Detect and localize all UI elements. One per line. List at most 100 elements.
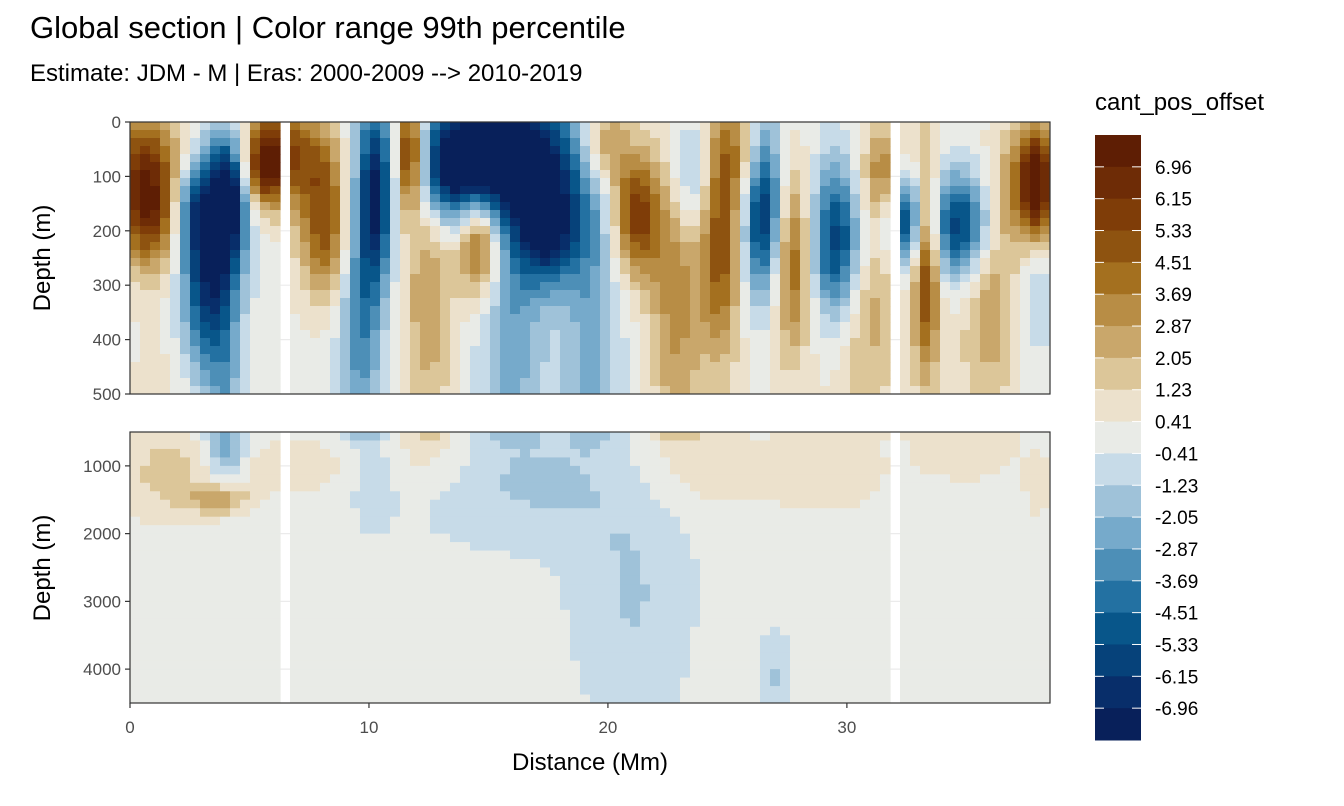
heatmap-cell xyxy=(550,635,561,645)
heatmap-cell xyxy=(480,162,491,171)
heatmap-cell xyxy=(710,575,721,586)
heatmap-cell xyxy=(140,474,151,484)
heatmap-cell xyxy=(370,226,381,235)
heatmap-cell xyxy=(640,234,651,243)
heatmap-cell xyxy=(680,669,691,679)
heatmap-cell xyxy=(880,298,891,307)
heatmap-cell xyxy=(870,170,881,179)
heatmap-cell xyxy=(680,525,691,535)
heatmap-cell xyxy=(390,306,401,315)
heatmap-cell xyxy=(860,274,871,283)
heatmap-cell xyxy=(1010,290,1021,299)
heatmap-cell xyxy=(230,218,241,227)
heatmap-cell xyxy=(830,202,841,211)
heatmap-cell xyxy=(1030,146,1041,155)
heatmap-cell xyxy=(990,218,1001,227)
heatmap-cell xyxy=(410,575,421,586)
heatmap-cell xyxy=(170,330,181,339)
heatmap-cell xyxy=(580,330,591,339)
heatmap-cell xyxy=(190,306,201,315)
heatmap-cell xyxy=(510,652,521,662)
heatmap-cell xyxy=(450,378,461,387)
heatmap-cell xyxy=(420,609,431,619)
heatmap-cell xyxy=(820,258,831,267)
heatmap-cell xyxy=(820,386,831,394)
heatmap-cell xyxy=(560,194,571,203)
heatmap-cell xyxy=(130,290,141,299)
heatmap-cell xyxy=(310,499,321,509)
heatmap-cell xyxy=(440,465,451,475)
heatmap-cell xyxy=(350,218,361,227)
heatmap-cell xyxy=(230,322,241,331)
heatmap-cell xyxy=(940,146,951,155)
heatmap-cell xyxy=(250,338,261,347)
heatmap-cell xyxy=(320,533,331,543)
heatmap-cell xyxy=(430,516,441,526)
heatmap-cell xyxy=(660,130,671,139)
heatmap-cell xyxy=(640,298,651,307)
heatmap-cell xyxy=(200,686,211,696)
heatmap-cell xyxy=(720,354,731,363)
heatmap-cell xyxy=(210,457,221,467)
heatmap-cell xyxy=(220,354,231,363)
heatmap-cell xyxy=(1010,258,1021,267)
heatmap-cell xyxy=(170,234,181,243)
heatmap-cell xyxy=(800,298,811,307)
heatmap-cell xyxy=(610,533,621,543)
heatmap-cell xyxy=(630,474,641,484)
heatmap-cell xyxy=(410,362,421,371)
heatmap-cell xyxy=(350,282,361,291)
heatmap-cell xyxy=(290,258,301,267)
heatmap-cell xyxy=(220,226,231,235)
heatmap-cell xyxy=(710,533,721,543)
heatmap-cell xyxy=(210,146,221,155)
heatmap-cell xyxy=(480,298,491,307)
heatmap-cell xyxy=(410,499,421,509)
heatmap-cell xyxy=(610,575,621,586)
heatmap-cell xyxy=(590,386,601,394)
heatmap-cell xyxy=(470,362,481,371)
heatmap-cell xyxy=(140,354,151,363)
heatmap-cell xyxy=(620,162,631,171)
heatmap-cell xyxy=(450,210,461,219)
heatmap-cell xyxy=(650,669,661,679)
heatmap-cell xyxy=(520,362,531,371)
heatmap-cell xyxy=(550,178,561,187)
heatmap-cell xyxy=(950,266,961,275)
heatmap-cell xyxy=(670,330,681,339)
heatmap-cell xyxy=(410,677,421,687)
heatmap-cell xyxy=(470,584,481,594)
heatmap-cell xyxy=(460,314,471,323)
heatmap-cell xyxy=(520,626,531,636)
heatmap-cell xyxy=(580,290,591,299)
heatmap-cell xyxy=(290,378,301,387)
heatmap-cell xyxy=(220,194,231,203)
heatmap-cell xyxy=(570,669,581,679)
heatmap-cell xyxy=(550,550,561,560)
heatmap-cell xyxy=(800,202,811,211)
heatmap-cell xyxy=(550,162,561,171)
heatmap-cell xyxy=(730,370,741,379)
heatmap-cell xyxy=(620,362,631,371)
heatmap-cell xyxy=(420,146,431,155)
heatmap-cell xyxy=(240,474,251,484)
heatmap-cell xyxy=(530,448,541,459)
heatmap-cell xyxy=(850,162,861,171)
heatmap-cell xyxy=(550,516,561,526)
heatmap-cell xyxy=(200,346,211,355)
heatmap-cell xyxy=(180,457,191,467)
heatmap-cell xyxy=(610,306,621,315)
heatmap-cell xyxy=(570,448,581,459)
heatmap-cell xyxy=(660,162,671,171)
heatmap-cell xyxy=(820,162,831,171)
heatmap-cell xyxy=(420,298,431,307)
heatmap-cell xyxy=(600,314,611,323)
heatmap-cell xyxy=(930,306,941,315)
heatmap-cell xyxy=(380,298,391,307)
heatmap-cell xyxy=(360,499,371,509)
heatmap-cell xyxy=(320,448,331,459)
heatmap-cell xyxy=(210,346,221,355)
heatmap-cell xyxy=(570,457,581,467)
heatmap-cell xyxy=(520,266,531,275)
heatmap-cell xyxy=(310,274,321,283)
